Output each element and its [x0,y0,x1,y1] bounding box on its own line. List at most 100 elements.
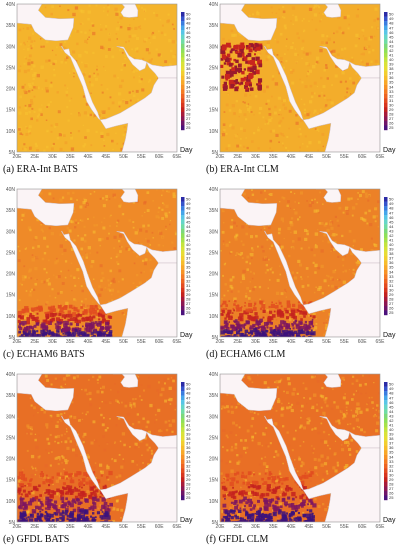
red-sea [61,415,101,491]
x-tick-label: 65E [173,339,183,345]
colorbar-segment [181,107,185,113]
colorbar-segment [384,409,388,414]
colorbar-label: 45 [186,404,191,409]
colorbar-segment [384,292,388,298]
colorbar-label: 36 [186,260,191,265]
mediterranean-sea [220,374,278,412]
colorbar-label: 44 [389,409,394,414]
colorbar-label: 41 [389,52,394,57]
colorbar-label: 26 [389,306,394,311]
red-sea [264,45,304,121]
colorbar-label: 35 [389,80,394,85]
map-figure: 20E 25E 30E 35E 40E 45E 50E 55E 60E 65E 40N 35N 30N 2… [209,2,396,160]
x-tick-label: 60E [155,524,165,530]
colorbar-label: 28 [186,481,191,486]
x-tick-label: 50E [119,339,129,345]
colorbar-label: 34 [389,84,394,89]
colorbar-label: 29 [389,477,394,482]
y-tick-label: 30N [209,44,219,50]
colorbar-label: 43 [389,413,394,418]
y-tick-label: 25N [6,65,16,71]
colorbar-label: 40 [389,242,394,247]
y-tick-label: 10N [6,129,16,135]
colorbar-segment [181,98,185,103]
colorbar-segment [181,201,185,207]
colorbar-segment [181,89,185,94]
colorbar-segment [384,237,388,243]
x-tick-label: 40E [287,339,297,345]
y-tick-label: 15N [209,293,219,299]
colorbar-segment [384,278,388,284]
colorbar-segment [384,102,388,108]
colorbar-label: 48 [186,21,191,26]
x-tick-label: 25E [30,339,40,345]
colorbar-segment [181,116,185,122]
x-tick-label: 55E [340,339,350,345]
colorbar-segment [384,382,388,387]
panel-caption: (f) GFDL CLM [206,534,269,545]
colorbar-segment [181,436,185,442]
colorbar-label: 37 [186,441,191,446]
colorbar-segment [181,61,185,67]
colorbar-segment [384,301,388,307]
colorbar-segment [181,197,185,202]
colorbar-label: 44 [186,224,191,229]
y-tick-label: 25N [209,65,219,71]
colorbar-label: 39 [389,432,394,437]
colorbar-segment [181,463,185,469]
x-tick-label: 20E [216,154,226,160]
colorbar-label: 49 [186,386,191,391]
panel-caption: (b) ERA-Int CLM [206,164,279,175]
colorbar-segment [181,391,185,396]
colorbar-segment [181,39,185,44]
mediterranean-sea [220,4,278,42]
red-sea [61,230,101,306]
x-tick-label: 55E [137,154,147,160]
colorbar-label: 39 [186,62,191,67]
red-sea [61,45,101,121]
x-tick-label: 60E [358,339,368,345]
red-sea [264,230,304,306]
colorbar-segment [384,445,388,451]
colorbar-segment [181,25,185,31]
colorbar-label: 50 [389,12,394,17]
colorbar-label: 49 [186,201,191,206]
colorbar-unit: Day [383,517,396,524]
colorbar-label: 47 [186,210,191,215]
x-tick-label: 45E [304,524,314,530]
colorbar-segment [181,404,185,410]
colorbar-label: 46 [389,400,394,405]
colorbar-segment [384,125,388,131]
colorbar-segment [384,39,388,44]
colorbar-label: 46 [389,30,394,35]
colorbar-label: 47 [389,395,394,400]
mediterranean-sea [17,4,75,42]
map-panel-d: 20E 25E 30E 35E 40E 45E 50E 55E 60E 65E 40N 35N 30N 2… [206,185,406,365]
colorbar-label: 29 [186,477,191,482]
y-tick-label: 40N [209,2,219,8]
colorbar-segment [384,251,388,257]
colorbar-segment [384,61,388,67]
colorbar-segment [181,301,185,307]
colorbar-segment [181,382,185,387]
colorbar-segment [181,251,185,257]
colorbar-label: 45 [389,404,394,409]
caspian-sea [112,4,139,18]
colorbar-segment [181,495,185,501]
colorbar-label: 50 [186,12,191,17]
colorbar-segment [181,409,185,414]
colorbar-segment [384,468,388,473]
colorbar-segment [181,418,185,424]
colorbar-label: 35 [186,450,191,455]
colorbar-segment [181,242,185,248]
colorbar-segment [384,287,388,293]
colorbar-segment [181,422,185,428]
x-tick-label: 35E [66,339,76,345]
x-tick-label: 65E [376,339,386,345]
colorbar-segment [181,386,185,392]
colorbar-label: 35 [389,450,394,455]
black-sea [45,189,47,190]
mediterranean-sea [17,374,75,412]
colorbar-segment [384,477,388,483]
y-tick-label: 40N [6,187,16,193]
